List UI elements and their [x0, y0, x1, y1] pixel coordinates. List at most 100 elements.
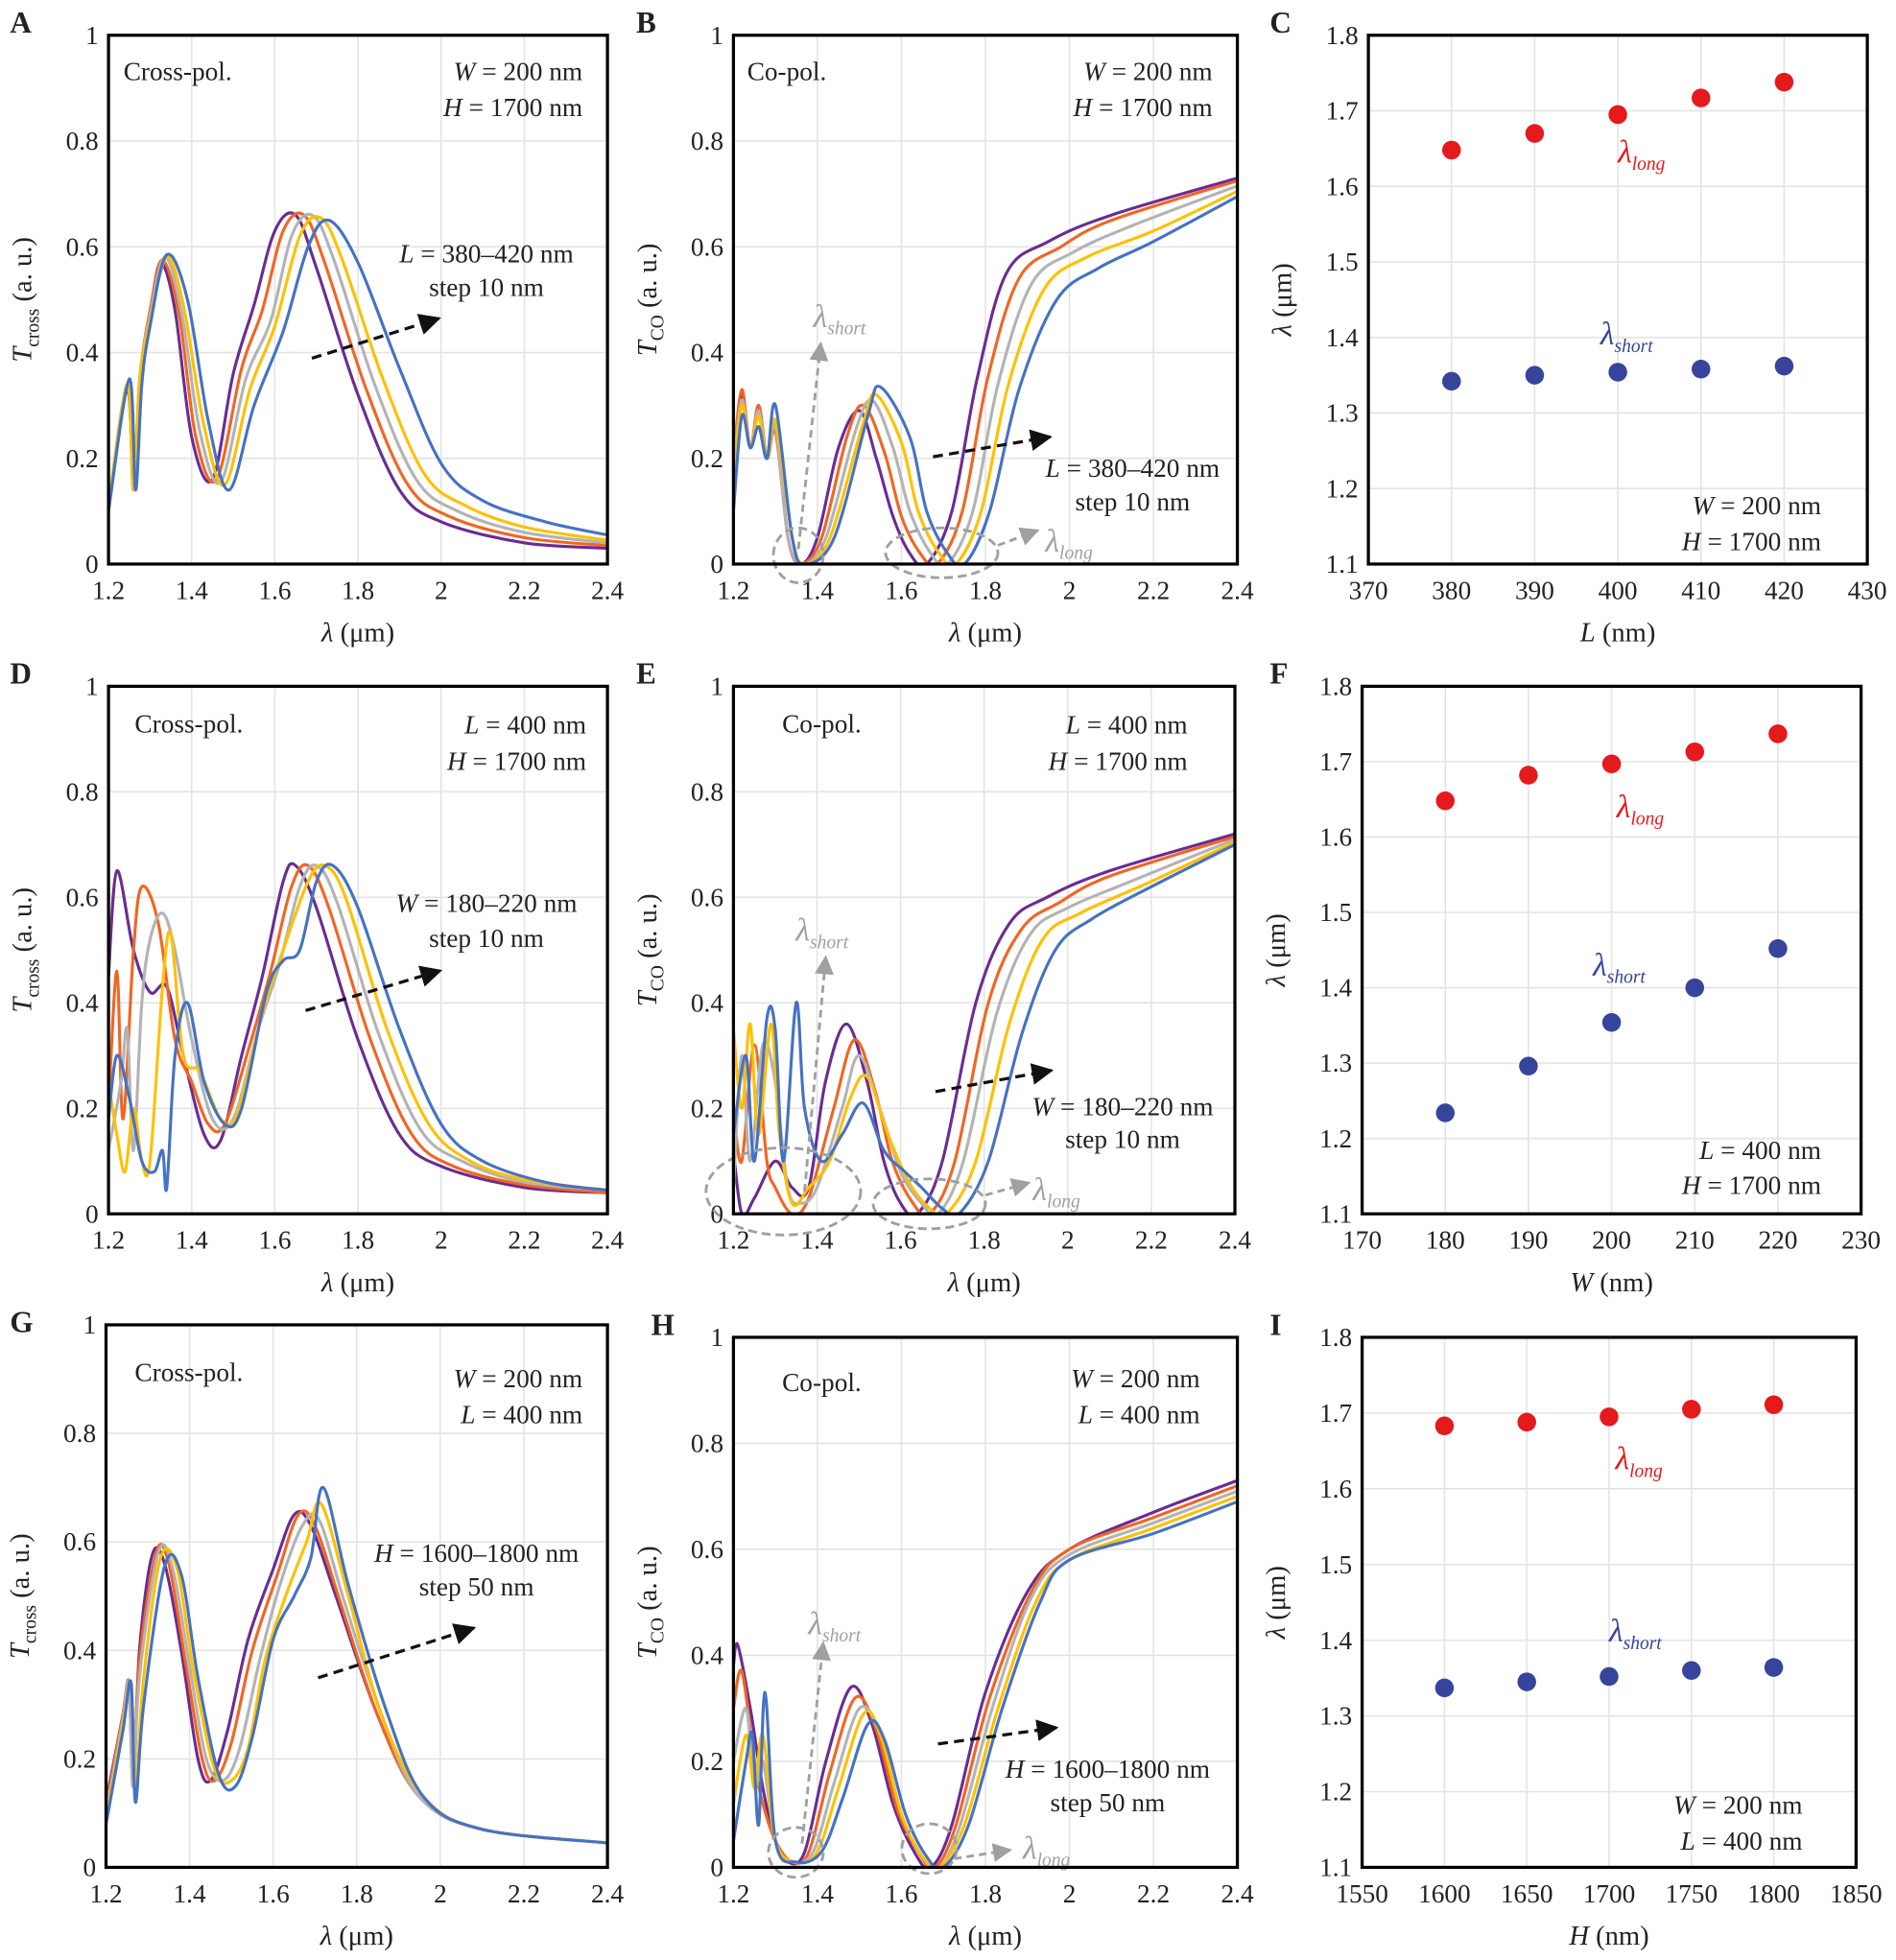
y-axis-symbol: T — [6, 1641, 36, 1659]
param-value: = 200 nm — [475, 1364, 582, 1393]
param-symbol: H — [373, 1539, 394, 1568]
plot-area — [108, 211, 608, 550]
param-label-1: W = 200 nm — [1693, 491, 1821, 520]
plot-frame — [731, 1335, 1240, 1870]
panel-letter: E — [636, 657, 656, 691]
y-tick-label: 1.4 — [1319, 1626, 1352, 1655]
y-tick-label: 1.6 — [1326, 172, 1359, 201]
y-tick-label: 1.8 — [1319, 672, 1352, 700]
y-tick-label: 1.4 — [1326, 323, 1359, 352]
shift-arrow — [311, 314, 441, 361]
lambda-short-arrow — [800, 1641, 832, 1844]
x-tick-label: 1.6 — [885, 1226, 917, 1255]
param-symbol: W — [1031, 1093, 1055, 1122]
y-tick-label: 0.4 — [63, 1636, 96, 1665]
y-tick-label: 0.2 — [691, 1747, 723, 1776]
param-value: = 1700 nm — [462, 93, 582, 122]
param-value: = 200 nm — [475, 58, 582, 86]
lambda-symbol: λ — [1608, 1614, 1623, 1649]
x-tick-label: 190 — [1508, 1226, 1548, 1255]
y-tick-label: 0 — [83, 1854, 96, 1882]
x-tick-label: 1.8 — [969, 1879, 1002, 1908]
data-point-short — [1764, 1658, 1784, 1677]
y-tick-label: 0.6 — [691, 232, 723, 261]
y-tick-label: 1.1 — [1319, 1854, 1352, 1882]
param-symbol: H — [1073, 93, 1094, 122]
resonance-ellipse — [884, 526, 1000, 579]
panel-E: E1.2 1.4 1.6 1.8 2 2.2 2.400.20.40.60.81λ (μm)… — [633, 657, 1252, 1298]
param-value: = 1700 nm — [1701, 528, 1821, 556]
param-value: = 400 nm — [1093, 1401, 1200, 1429]
param-symbol: L — [1698, 1136, 1714, 1165]
y-axis-label: Tcross (a. u.) — [9, 237, 44, 363]
x-axis-label: λ (μm) — [948, 619, 1022, 649]
panel-letter: G — [10, 1306, 33, 1339]
y-tick-label: 1.1 — [1319, 1199, 1352, 1228]
param-label-2: L = 400 nm — [1078, 1401, 1200, 1429]
data-point-long — [1525, 124, 1545, 143]
x-tick-label: 2 — [1063, 576, 1077, 604]
data-point-long — [1768, 724, 1788, 744]
param-value: = 1600–1800 nm — [393, 1539, 580, 1568]
y-axis-label: Tcross (a. u.) — [6, 1533, 41, 1659]
resonance-ellipse — [704, 1145, 863, 1237]
y-tick-label: 1.2 — [1326, 474, 1359, 503]
lambda-subscript: short — [1607, 968, 1647, 988]
lambda-symbol: λ — [794, 913, 810, 949]
y-axis-symbol: T — [633, 1641, 663, 1659]
param-value: = 380–420 nm — [414, 239, 573, 268]
polarization-label: Co-pol. — [782, 1368, 862, 1397]
polarization-label: Cross-pol. — [134, 709, 243, 738]
y-axis-label: λ (μm) — [1262, 913, 1292, 987]
lambda-short-label: λshort — [807, 1606, 861, 1646]
param-value: = 400 nm — [1080, 711, 1188, 740]
x-tick-label: 2.4 — [591, 1879, 624, 1908]
y-tick-label: 1.5 — [1326, 248, 1359, 276]
param-symbol: W — [1071, 1364, 1095, 1393]
x-tick-label: 2 — [434, 1879, 447, 1908]
param-label-1: W = 200 nm — [1071, 1364, 1199, 1393]
data-point-short — [1435, 1103, 1456, 1122]
resonance-ellipse — [900, 1822, 959, 1876]
y-tick-label: 0 — [85, 550, 99, 579]
x-axis-label: λ (μm) — [320, 1268, 394, 1298]
x-tick-label: 200 — [1592, 1226, 1631, 1255]
param-label-1: L = 400 nm — [1698, 1136, 1821, 1165]
x-tick-label: 370 — [1349, 576, 1388, 604]
sweep-label: W = 180–220 nm — [395, 889, 577, 918]
y-tick-label: 1.8 — [1326, 21, 1359, 50]
data-point-short — [1434, 1678, 1455, 1698]
x-axis-label: λ (μm) — [947, 1268, 1021, 1298]
lambda-subscript: long — [1630, 810, 1664, 830]
y-tick-label: 1.4 — [1319, 974, 1352, 1003]
lambda-symbol: λ — [1031, 1172, 1047, 1208]
plot-area — [106, 1486, 608, 1845]
x-tick-label: 210 — [1675, 1226, 1715, 1255]
y-tick-label: 1 — [83, 1311, 96, 1339]
lambda-long-label: λlong — [1022, 1830, 1071, 1871]
data-point-short — [1519, 1056, 1538, 1076]
step-label: step 10 nm — [1075, 487, 1190, 516]
lambda-long-arrow — [984, 1178, 1031, 1197]
data-point-long — [1442, 140, 1461, 160]
data-point-short — [1768, 938, 1788, 958]
x-tick-label: 1.4 — [176, 1226, 208, 1255]
polarization-label: Co-pol. — [747, 58, 827, 86]
data-point-short — [1685, 978, 1705, 998]
param-value: = 400 nm — [479, 711, 586, 740]
panel-letter: D — [10, 657, 32, 691]
data-point-long — [1682, 1400, 1701, 1419]
param-symbol: W — [395, 889, 419, 918]
x-tick-label: 1.4 — [176, 576, 208, 604]
polarization-label: Cross-pol. — [134, 1358, 243, 1386]
y-tick-label: 0.8 — [691, 777, 723, 806]
x-tick-label: 170 — [1342, 1226, 1382, 1255]
x-axis-symbol: L — [1579, 619, 1596, 649]
plot-frame — [731, 684, 1237, 1216]
param-value: = 200 nm — [1695, 1791, 1803, 1820]
data-point-long — [1608, 105, 1627, 125]
shift-arrow — [935, 1063, 1055, 1094]
y-tick-label: 0.2 — [66, 1094, 99, 1122]
y-tick-label: 0 — [710, 550, 723, 579]
